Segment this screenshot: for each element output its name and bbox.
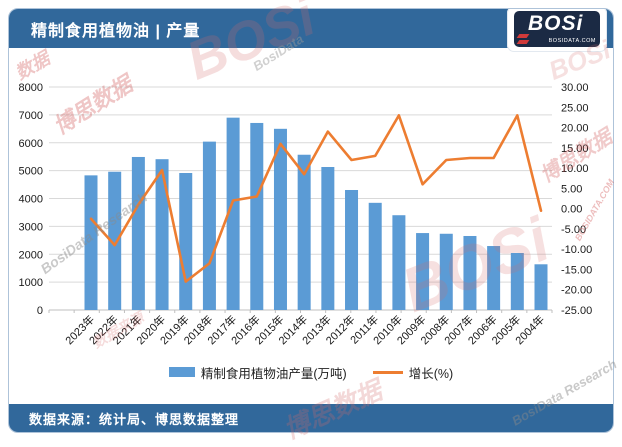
- production-bar: [534, 264, 548, 310]
- data-source-text: 数据来源：统计局、博思数据整理: [29, 411, 240, 427]
- bosi-logo: BOSi BOSIDATA.COM: [507, 9, 607, 52]
- logo-red-slash-icon: [516, 40, 530, 44]
- footer-bar: 数据来源：统计局、博思数据整理: [9, 404, 613, 432]
- production-bar: [487, 246, 501, 310]
- y-axis-label-right: 15.00: [561, 143, 589, 155]
- legend-label-production: 精制食用植物油产量(万吨): [200, 366, 347, 381]
- production-bar: [439, 233, 453, 310]
- production-bar: [297, 154, 311, 310]
- y-axis-label-left: 2000: [19, 249, 43, 261]
- production-bar: [131, 156, 145, 310]
- production-bar: [273, 128, 287, 310]
- header-bar: 精制食用植物油 | 产量 BOSi BOSIDATA.COM: [9, 9, 613, 52]
- y-axis-label-left: 4000: [19, 194, 43, 206]
- y-axis-label-left: 0: [37, 305, 43, 317]
- y-axis-label-right: -25.00: [561, 305, 592, 317]
- bar-swatch-icon: [168, 367, 195, 377]
- chart-canvas: 0 1000 2000 3000 4000 5000 6000 7000 8000 -25.00 -…: [19, 82, 593, 347]
- y-axis-label-left: 5000: [19, 166, 43, 178]
- y-axis-label-right: 0.00: [561, 204, 582, 216]
- chart-zone: 0 1000 2000 3000 4000 5000 6000 7000 8000 -25.00 -…: [9, 48, 613, 404]
- y-axis-label-right: -5.00: [561, 224, 586, 236]
- y-axis-label-right: 5.00: [561, 183, 582, 195]
- production-bar: [416, 233, 430, 310]
- production-bar: [463, 235, 477, 310]
- y-axis-label-right: 25.00: [561, 102, 589, 114]
- y-axis-label-right: -20.00: [561, 285, 592, 297]
- y-axis-label-left: 6000: [19, 138, 43, 150]
- y-axis-label-left: 8000: [19, 82, 43, 94]
- production-bar: [155, 159, 169, 310]
- y-axis-label-right: 20.00: [561, 123, 589, 135]
- production-bar: [84, 175, 98, 310]
- logo-text: BOSi: [528, 12, 584, 35]
- legend-item-production: 精制食用植物油产量(万吨): [168, 363, 347, 382]
- legend-item-growth: 增长(%): [372, 363, 454, 382]
- line-swatch-icon: [372, 370, 403, 374]
- y-axis-label-right: 10.00: [561, 163, 589, 175]
- growth-line: [89, 114, 543, 283]
- production-bar: [368, 202, 382, 310]
- production-bar: [179, 172, 193, 310]
- logo-subtext: BOSIDATA.COM: [548, 38, 596, 44]
- y-axis-label-right: 30.00: [561, 82, 589, 94]
- page-title: 精制食用植物油 | 产量: [31, 22, 201, 40]
- bosi-logo-box: BOSi BOSIDATA.COM: [514, 11, 600, 47]
- production-bar: [510, 252, 524, 310]
- production-bar: [226, 117, 240, 310]
- report-card: 精制食用植物油 | 产量 BOSi BOSIDATA.COM 0 1000 2000…: [8, 8, 614, 433]
- production-bar: [321, 167, 335, 310]
- y-axis-label-right: -10.00: [561, 244, 592, 256]
- y-axis-label-left: 1000: [19, 277, 43, 289]
- chart-legend: 精制食用植物油产量(万吨) 增长(%): [9, 361, 613, 383]
- y-axis-label-left: 7000: [19, 110, 43, 122]
- production-bar: [345, 189, 359, 310]
- y-axis-label-left: 3000: [19, 221, 43, 233]
- production-bar: [392, 215, 406, 310]
- y-axis-label-right: -15.00: [561, 264, 592, 276]
- production-bar: [108, 171, 122, 310]
- production-bar: [202, 141, 216, 310]
- production-bar: [250, 122, 264, 311]
- legend-label-growth: 增长(%): [408, 366, 454, 381]
